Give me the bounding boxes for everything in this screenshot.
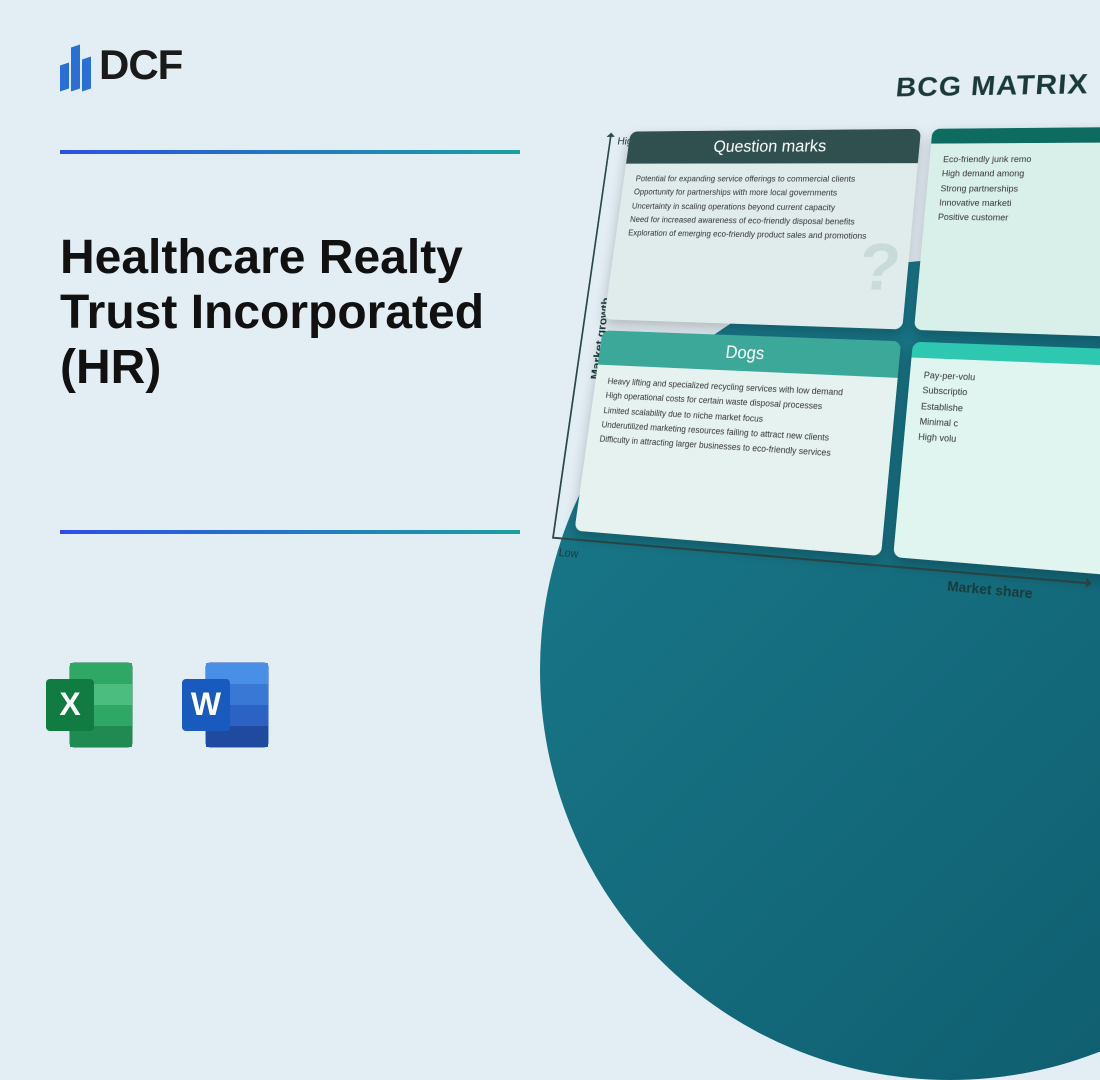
file-icons-row: X W: [40, 655, 276, 755]
page-title: Healthcare Realty Trust Incorporated (HR…: [60, 230, 520, 396]
quadrant-item: Exploration of emerging eco-friendly pro…: [627, 227, 898, 245]
quadrant-item: High demand among: [941, 167, 1100, 182]
quadrant-item: Eco-friendly junk remo: [942, 152, 1100, 167]
quadrant-stars: Eco-friendly junk remo High demand among…: [914, 126, 1100, 342]
quadrant-question-marks: Question marks Potential for expanding s…: [604, 129, 921, 330]
word-icon: W: [176, 655, 276, 755]
quadrant-item: Potential for expanding service offering…: [635, 172, 904, 186]
dcf-logo: DCF: [60, 40, 182, 90]
svg-text:X: X: [59, 686, 81, 722]
excel-icon: X: [40, 655, 140, 755]
quadrant-item: Opportunity for partnerships with more l…: [633, 186, 902, 201]
quadrant-item: Strong partnerships: [940, 182, 1100, 198]
quadrant-cash-cows: Pay-per-volu Subscriptio Establishe Mini…: [893, 342, 1100, 587]
quadrant-dogs: Dogs Heavy lifting and specialized recyc…: [574, 330, 901, 556]
logo-bars-icon: [60, 40, 91, 90]
quadrant-header: Question marks: [626, 129, 921, 164]
axis-x-label: Market share: [947, 578, 1033, 602]
axis-tick-low: Low: [558, 545, 579, 561]
quadrant-header: [931, 126, 1100, 144]
bcg-matrix: BCG MATRIX Market growth Market share Hi…: [560, 60, 1100, 620]
svg-text:W: W: [191, 686, 222, 722]
matrix-title: BCG MATRIX: [894, 69, 1089, 104]
divider-bottom: [60, 530, 520, 534]
divider-top: [60, 150, 520, 154]
logo-text: DCF: [99, 41, 182, 89]
quadrant-item: Positive customer: [937, 210, 1100, 228]
